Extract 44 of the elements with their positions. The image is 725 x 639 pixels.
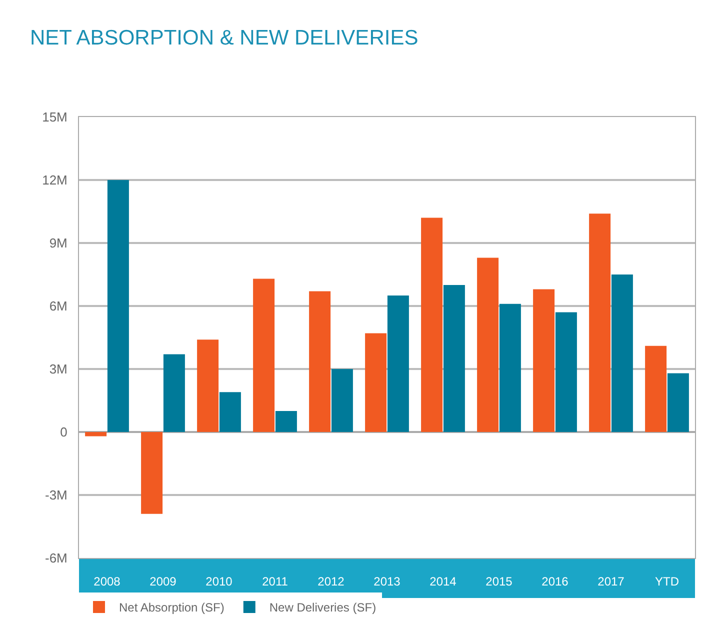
y-tick-label: -6M	[45, 550, 68, 566]
x-tick-label: 2010	[206, 574, 233, 588]
legend-label: New Deliveries (SF)	[269, 600, 376, 615]
x-tick-label: 2014	[430, 574, 457, 588]
bar	[499, 304, 521, 432]
bar	[141, 432, 163, 514]
y-tick-label: 12M	[42, 172, 68, 188]
x-tick-label: 2016	[542, 574, 569, 588]
bar	[197, 340, 219, 432]
x-tick-label: 2017	[598, 574, 625, 588]
bar	[253, 278, 275, 432]
y-tick-label: 3M	[49, 362, 68, 377]
bar	[421, 218, 443, 432]
bar	[477, 258, 499, 432]
bar	[555, 312, 577, 432]
bar	[443, 285, 465, 432]
bar	[85, 432, 107, 436]
bar	[331, 369, 353, 432]
x-tick-label: 2015	[486, 574, 513, 588]
bar	[107, 180, 129, 432]
bar	[309, 291, 331, 432]
bar	[589, 214, 611, 432]
x-tick-label: 2011	[262, 574, 288, 588]
bar	[387, 296, 409, 432]
bar	[163, 354, 185, 432]
y-tick-label: 15M	[42, 110, 68, 125]
y-tick-label: -3M	[45, 488, 68, 503]
y-tick-label: 0	[60, 424, 68, 440]
x-tick-label: 2013	[374, 574, 401, 588]
x-tick-label: 2012	[318, 574, 345, 588]
legend-label: Net Absorption (SF)	[119, 600, 224, 615]
y-tick-label: 6M	[49, 298, 68, 314]
bar	[275, 411, 297, 432]
bar	[667, 373, 689, 432]
bar	[645, 346, 667, 432]
x-tick-label: 2008	[94, 574, 121, 588]
x-tick-label: 2009	[150, 574, 177, 588]
chart-title: NET ABSORPTION & NEW DELIVERIES	[30, 26, 418, 50]
bar	[611, 274, 633, 432]
bar	[533, 289, 555, 432]
y-tick-label: 9M	[49, 236, 68, 251]
bar	[219, 392, 241, 432]
x-tick-label: YTD	[655, 574, 680, 588]
bar	[365, 333, 387, 432]
